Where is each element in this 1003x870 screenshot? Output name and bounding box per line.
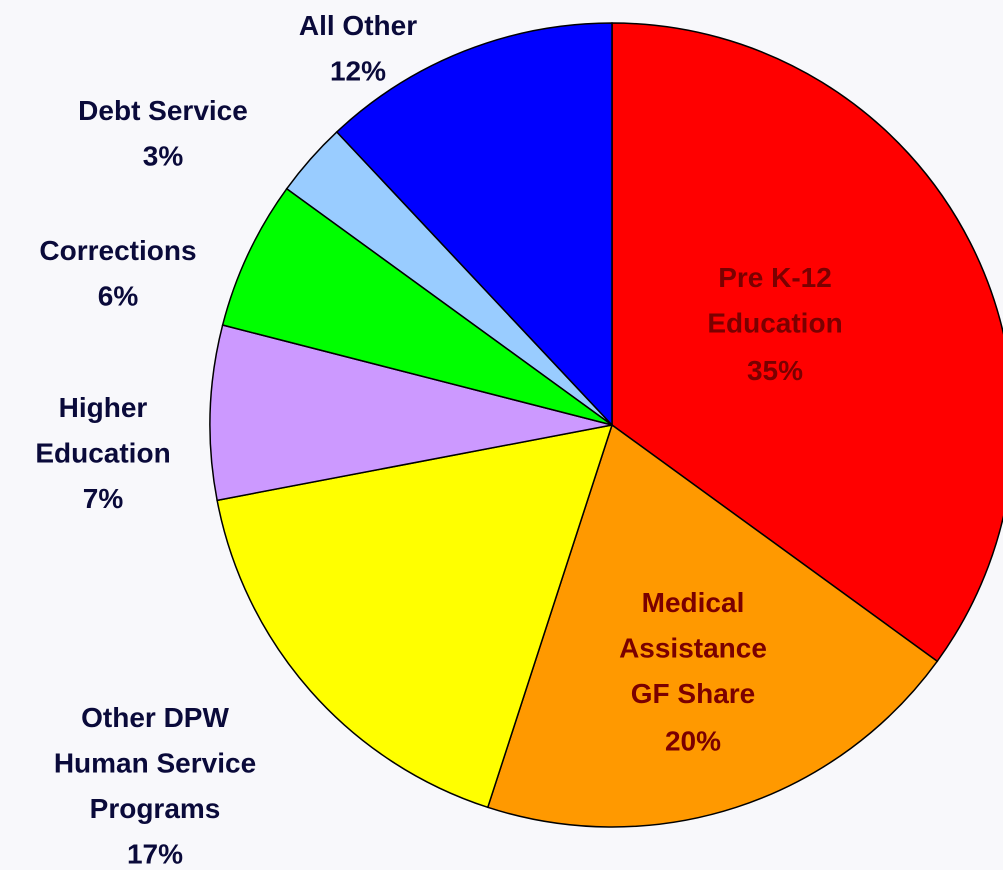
- slice-label-line: Education: [35, 438, 170, 469]
- slice-label: Medical Assistance GF Share 20%: [619, 587, 767, 757]
- slice-label: All Other 12%: [299, 10, 417, 87]
- pie-slice: [221, 187, 613, 426]
- slice-label: Corrections 6%: [39, 235, 196, 312]
- pie-slice: [486, 423, 939, 828]
- slice-label-line: Debt Service: [78, 95, 248, 126]
- slice-label-line: Pre K-12: [718, 262, 832, 293]
- slice-label: Other DPW Human Service Programs 17%: [54, 702, 256, 870]
- slice-value: 3%: [143, 141, 184, 172]
- slice-label-line: Programs: [90, 793, 221, 824]
- slice-label-line: Higher: [59, 392, 148, 423]
- slice-value: 35%: [747, 355, 803, 386]
- slice-label-line: Other DPW: [81, 702, 229, 733]
- pie-slice: [335, 22, 613, 427]
- slice-label: Debt Service 3%: [78, 95, 248, 172]
- slice-label-line: All Other: [299, 10, 417, 41]
- pie-slice: [611, 22, 1003, 663]
- slice-label-line: Education: [707, 308, 842, 339]
- slice-value: 6%: [98, 281, 139, 312]
- slice-label: Higher Education 7%: [35, 392, 170, 514]
- slice-label-line: Human Service: [54, 748, 256, 779]
- slice-label-line: Medical: [642, 587, 745, 618]
- slice-label-line: Corrections: [39, 235, 196, 266]
- slice-value: 7%: [83, 483, 124, 514]
- slice-label-line: Assistance: [619, 633, 767, 664]
- pie-slice: [209, 324, 613, 502]
- slice-label: Pre K-12 Education 35%: [707, 262, 842, 386]
- slice-label-line: GF Share: [631, 678, 755, 709]
- slice-value: 20%: [665, 726, 721, 757]
- slice-value: 12%: [330, 56, 386, 87]
- slice-value: 17%: [127, 839, 183, 870]
- pie-slice: [216, 424, 614, 809]
